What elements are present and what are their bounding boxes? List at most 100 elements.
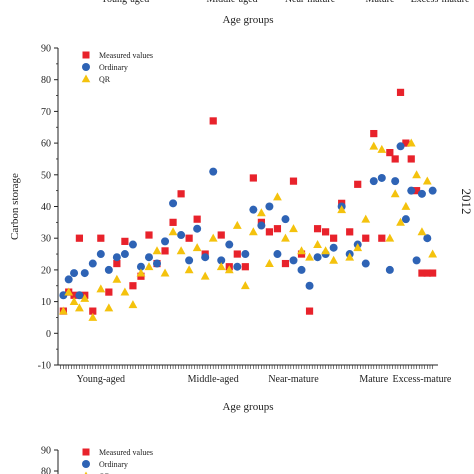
ordinary-point: [257, 221, 266, 230]
qr-point: [136, 268, 146, 277]
qr-point: [353, 243, 363, 252]
qr-point: [160, 268, 170, 277]
measured-point: [217, 231, 225, 239]
measured-point: [97, 234, 105, 242]
top-category-label: Middle-aged: [206, 0, 257, 5]
qr-point: [256, 208, 266, 217]
measured-point: [145, 231, 153, 239]
ordinary-point: [144, 253, 153, 262]
measured-point: [193, 215, 201, 223]
measured-point: [322, 228, 330, 236]
ordinary-point: [281, 215, 290, 224]
measured-point: [177, 190, 185, 198]
qr-point: [224, 265, 234, 274]
ordinary-point: [249, 205, 258, 214]
ordinary-point: [428, 186, 437, 195]
ordinary-point: [80, 269, 89, 278]
measured-point: [330, 234, 338, 242]
bottom-legend-label: Measured values: [99, 448, 153, 457]
measured-point: [241, 263, 249, 271]
bottom-y-tick-label: 90: [41, 446, 51, 457]
carbon-storage-chart: -10 0 10 20 30 40 50 60 70 80 90 Young-aged Middle-…: [9, 44, 474, 414]
y-tick-label: 50: [41, 170, 51, 181]
bottom-legend-triangle-icon: [84, 471, 88, 474]
ordinary-point: [273, 250, 282, 259]
measured-point: [249, 174, 257, 182]
legend-label: Measured values: [99, 51, 153, 60]
legend-label: QR: [99, 75, 111, 84]
measured-point: [305, 307, 314, 315]
qr-point: [377, 144, 387, 153]
bottom-legend-label: QR: [99, 472, 111, 474]
qr-point: [184, 265, 194, 274]
ordinary-point: [59, 291, 68, 300]
qr-point: [208, 233, 218, 242]
ordinary-point: [385, 265, 394, 274]
qr-point: [128, 300, 138, 309]
qr-point: [88, 312, 98, 321]
qr-point: [232, 220, 242, 229]
ordinary-point: [412, 256, 421, 265]
qr-point: [240, 281, 250, 290]
top-category-label: Excess-mature: [411, 0, 470, 5]
measured-point: [129, 282, 137, 290]
measured-point: [407, 155, 415, 163]
ordinary-point: [185, 256, 194, 265]
measured-point: [313, 225, 322, 233]
ordinary-point: [64, 275, 73, 284]
qr-point: [428, 249, 438, 258]
x-category-label: Excess-mature: [393, 374, 452, 385]
ordinary-point: [96, 250, 105, 259]
qr-point: [96, 284, 106, 293]
qr-point: [361, 214, 371, 223]
qr-point: [144, 262, 154, 271]
measured-point: [289, 177, 298, 185]
qr-point: [337, 205, 347, 214]
ordinary-point: [407, 186, 416, 195]
top-category-label: Mature: [366, 0, 395, 5]
qr-point: [265, 258, 274, 267]
y-tick-label: 0: [46, 329, 51, 340]
top-x-axis-label: Age groups: [222, 14, 273, 26]
ordinary-point: [265, 202, 274, 211]
ordinary-point: [289, 256, 298, 265]
qr-point: [396, 217, 405, 226]
measured-point: [378, 234, 386, 242]
ordinary-point: [177, 231, 186, 240]
qr-point: [422, 176, 432, 185]
ordinary-point: [377, 173, 386, 182]
ordinary-point: [209, 167, 218, 176]
top-strip: Young-aged Middle-aged Near-mature Mature Ex…: [101, 0, 470, 26]
qr-point: [80, 293, 90, 302]
measured-point: [185, 234, 193, 242]
ordinary-point: [417, 189, 426, 198]
y-tick-label: -10: [38, 361, 51, 372]
measured-point: [161, 247, 169, 255]
measured-point: [362, 234, 370, 242]
x-category-label: Near-mature: [268, 374, 319, 385]
ordinary-point: [225, 240, 234, 249]
year-label: 2012: [459, 189, 474, 215]
measured-point: [281, 259, 290, 268]
ordinary-point: [120, 250, 129, 259]
measured-point: [209, 117, 217, 125]
qr-point: [369, 141, 379, 150]
bottom-legend-circle-icon: [82, 460, 90, 468]
measured-point: [396, 88, 405, 96]
qr-point: [329, 255, 339, 264]
ordinary-point: [88, 259, 97, 268]
qr-point: [200, 271, 210, 280]
qr-point: [248, 227, 258, 236]
qr-point: [69, 297, 79, 305]
ordinary-point: [112, 253, 121, 262]
measured-point: [412, 187, 421, 195]
bottom-legend-label: Ordinary: [99, 460, 128, 469]
scatter-points: [58, 88, 438, 321]
qr-point: [313, 239, 322, 248]
y-tick-label: 70: [41, 107, 51, 118]
y-tick-label: 40: [41, 202, 51, 213]
ordinary-point: [153, 259, 162, 268]
measured-point: [429, 269, 437, 277]
legend-square-icon: [82, 51, 90, 59]
